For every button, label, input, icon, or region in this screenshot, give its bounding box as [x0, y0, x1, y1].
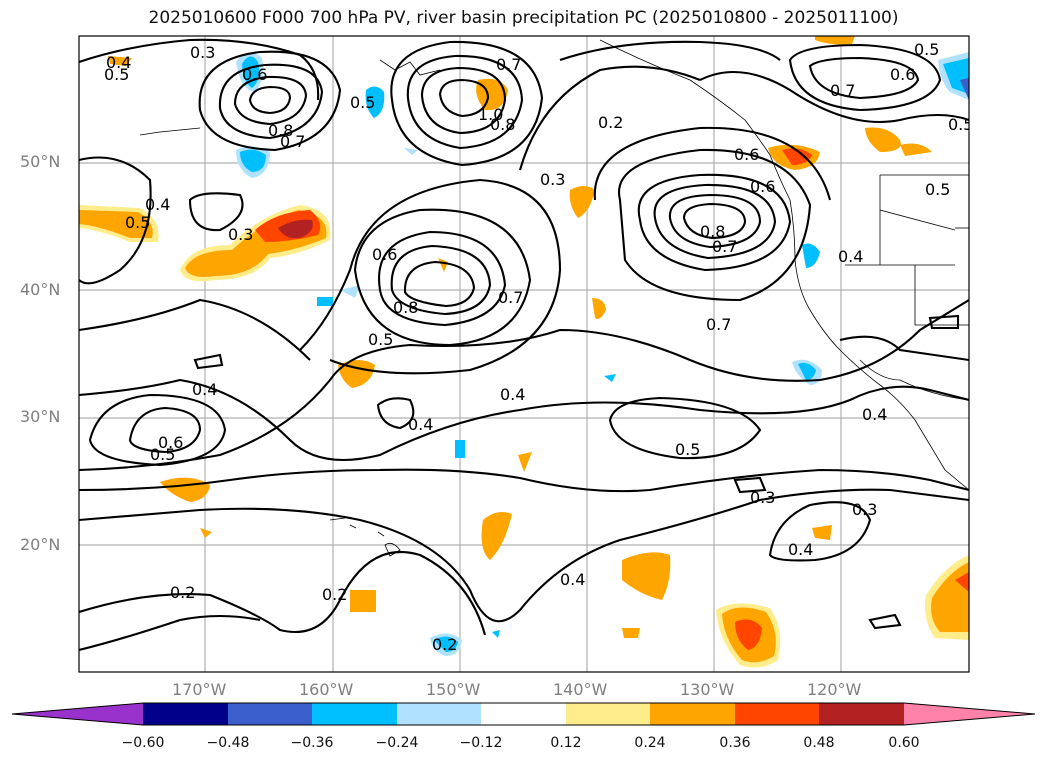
- contour-label: 0.6: [734, 145, 759, 164]
- contour-label: 0.2: [170, 583, 195, 602]
- contour-label: 0.6: [158, 433, 183, 452]
- contour-label: 0.6: [372, 245, 397, 264]
- graticule: [79, 36, 969, 672]
- contour-label: 0.2: [322, 585, 347, 604]
- colorbar-segment: [397, 703, 481, 725]
- colorbar-tick: −0.60: [121, 735, 165, 751]
- contour-label: 0.3: [750, 488, 775, 507]
- lon-label: 160°W: [299, 680, 354, 699]
- contour-label: 0.8: [700, 222, 725, 241]
- contour-label: 0.4: [145, 195, 170, 214]
- contour-label: 0.2: [598, 113, 623, 132]
- colorbar-tick: −0.24: [375, 735, 419, 751]
- colorbar-tick: 0.36: [719, 735, 751, 751]
- contour-label: 0.4: [560, 570, 585, 589]
- contour-label: 0.4: [192, 380, 217, 399]
- map-frame: [78, 35, 970, 673]
- lon-label: 130°W: [680, 680, 735, 699]
- contour-label: 0.7: [498, 288, 523, 307]
- colorbar-tick: 0.60: [888, 735, 920, 751]
- contour-label: 0.8: [393, 298, 418, 317]
- contour-label: 0.5: [350, 93, 375, 112]
- contour-label: 0.3: [190, 43, 215, 62]
- colorbar-segment: [819, 703, 904, 725]
- lon-label: 140°W: [553, 680, 608, 699]
- coastlines: [139, 39, 969, 557]
- colorbar-tick: −0.12: [459, 735, 503, 751]
- contour-labels: 0.3 0.6 0.5 0.8 0.7 0.4 0.5 0.3 0.6 0.8 …: [104, 40, 973, 654]
- contour-label: 1.0: [478, 105, 503, 124]
- contour-label: 0.5: [368, 330, 393, 349]
- contour-label: 0.8: [490, 115, 515, 134]
- colorbar-tick: −0.48: [206, 735, 250, 751]
- contour-label: 0.5: [125, 213, 150, 232]
- contour-label: 0.2: [432, 635, 457, 654]
- contour-label: 0.5: [948, 115, 973, 134]
- contour-label: 0.5: [150, 445, 175, 464]
- contour-label: 0.4: [408, 415, 433, 434]
- pv-contours: [79, 38, 969, 652]
- contour-label: 0.6: [242, 65, 267, 84]
- colorbar-tick: 0.12: [550, 735, 582, 751]
- colorbar-extend-low: [12, 703, 143, 725]
- colorbar-tick: 0.48: [803, 735, 835, 751]
- contour-label: 0.4: [788, 540, 813, 559]
- contour-label: 0.6: [750, 177, 775, 196]
- contour-label: 0.7: [712, 237, 737, 256]
- contour-label: 0.7: [280, 132, 305, 151]
- contour-label: 0.3: [228, 225, 253, 244]
- map-title: 2025010600 F000 700 hPa PV, river basin …: [148, 8, 899, 28]
- map-panel: 0.3 0.6 0.5 0.8 0.7 0.4 0.5 0.3 0.6 0.8 …: [79, 36, 973, 672]
- lat-label: 20°N: [20, 535, 61, 554]
- contour-label: 0.5: [675, 440, 700, 459]
- contour-label: 0.8: [268, 121, 293, 140]
- contour-label: 0.4: [500, 385, 525, 404]
- colorbar-segment: [566, 703, 650, 725]
- colorbar-segment: [143, 703, 228, 725]
- contour-label: 0.7: [496, 55, 521, 74]
- contour-label: 0.4: [838, 247, 863, 266]
- contour-label: 0.4: [106, 53, 131, 72]
- colorbar: [11, 702, 1036, 726]
- contour-label: 0.3: [852, 500, 877, 519]
- contour-label: 0.5: [925, 180, 950, 199]
- lat-label: 50°N: [20, 152, 61, 171]
- lat-label: 40°N: [20, 280, 61, 299]
- colorbar-segment: [481, 703, 566, 725]
- lon-label: 170°W: [172, 680, 227, 699]
- colorbar-segment: [228, 703, 312, 725]
- contour-label: 0.6: [890, 65, 915, 84]
- contour-label: 0.3: [540, 170, 565, 189]
- lat-label: 30°N: [20, 407, 61, 426]
- contour-label: 0.5: [104, 65, 129, 84]
- colorbar-segment: [312, 703, 397, 725]
- colorbar-segment: [650, 703, 735, 725]
- lon-label: 150°W: [426, 680, 481, 699]
- contour-label: 0.4: [862, 405, 887, 424]
- colorbar-tick: −0.36: [290, 735, 334, 751]
- lon-label: 120°W: [807, 680, 862, 699]
- contour-label: 0.7: [706, 315, 731, 334]
- colorbar-segment: [735, 703, 819, 725]
- contour-label: 0.7: [830, 81, 855, 100]
- colorbar-tick: 0.24: [634, 735, 666, 751]
- contour-label: 0.5: [914, 40, 939, 59]
- colorbar-extend-high: [904, 703, 1035, 725]
